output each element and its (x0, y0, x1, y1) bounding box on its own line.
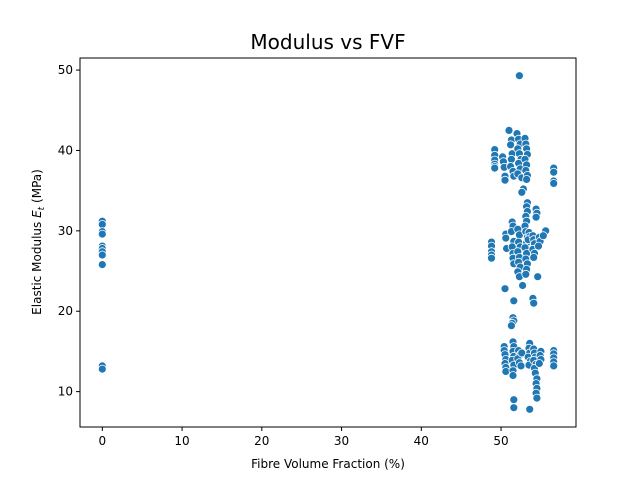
data-point-38 (504, 125, 514, 135)
data-point-152 (532, 393, 542, 403)
chart-title: Modulus vs FVF (250, 30, 405, 54)
data-point-66 (508, 371, 518, 380)
data-point-26 (500, 175, 510, 185)
data-point-97 (516, 361, 526, 371)
y-axis-label-main: Elastic Modulus (30, 218, 44, 315)
scatter-points (97, 71, 559, 414)
x-tick-label-40: 40 (414, 434, 429, 448)
data-point-54 (509, 296, 519, 306)
data-point-140 (529, 298, 539, 308)
data-point-28 (501, 233, 511, 243)
data-point-67 (509, 395, 519, 405)
data-point-8 (97, 260, 107, 270)
y-tick-label-20: 20 (58, 304, 73, 318)
y-axis-label-symbol: E (30, 210, 44, 218)
data-point-158 (534, 241, 543, 251)
data-point-58 (506, 321, 516, 331)
data-point-68 (509, 403, 519, 413)
data-point-122 (521, 269, 531, 279)
data-point-165 (538, 231, 548, 241)
y-tick-label-10: 10 (58, 385, 73, 399)
data-point-159 (533, 272, 543, 282)
data-point-10 (97, 364, 107, 374)
y-axis-label-unit: (MPa) (30, 169, 44, 207)
x-tick-label-10: 10 (174, 434, 189, 448)
data-point-7 (97, 250, 107, 260)
data-point-132 (525, 404, 535, 414)
x-axis-label: Fibre Volume Fraction (%) (251, 457, 405, 471)
x-axis-ticks: 0 10 20 30 40 50 (99, 427, 509, 448)
y-tick-label-50: 50 (58, 63, 73, 77)
data-point-80 (517, 187, 527, 197)
data-point-92 (518, 281, 527, 290)
x-tick-label-50: 50 (493, 434, 508, 448)
data-point-3 (97, 229, 107, 239)
y-axis-ticks: 10 20 30 40 50 (58, 63, 80, 399)
data-point-40 (506, 140, 516, 150)
data-point-21 (490, 163, 500, 173)
x-tick-label-30: 30 (334, 434, 349, 448)
y-axis-label-subscript: t (37, 206, 47, 210)
data-point-1 (97, 219, 107, 229)
data-point-155 (531, 212, 541, 222)
data-point-169 (549, 178, 559, 188)
data-point-167 (549, 167, 559, 177)
data-point-42 (506, 154, 516, 164)
x-tick-label-20: 20 (254, 434, 269, 448)
data-point-37 (501, 367, 511, 376)
y-axis-label: Elastic Modulus Et (MPa) (30, 169, 47, 315)
data-point-138 (529, 252, 539, 262)
y-tick-label-30: 30 (58, 224, 73, 238)
data-point-15 (487, 253, 496, 263)
data-point-107 (522, 174, 531, 184)
data-point-163 (534, 359, 544, 368)
plot-area-frame (79, 57, 577, 428)
data-point-30 (500, 284, 510, 294)
data-point-81 (515, 71, 524, 81)
data-point-174 (549, 361, 559, 371)
y-tick-label-40: 40 (58, 143, 73, 157)
x-tick-label-0: 0 (99, 434, 107, 448)
